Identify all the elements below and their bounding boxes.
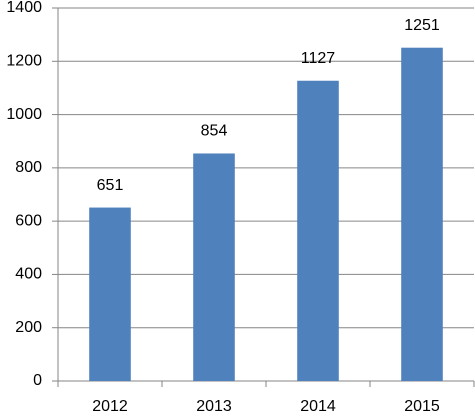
bar — [193, 153, 235, 381]
y-tick-label: 1000 — [6, 106, 42, 123]
y-tick-label: 1400 — [6, 0, 42, 16]
data-label: 651 — [97, 177, 124, 194]
bar — [297, 80, 339, 382]
data-label: 854 — [201, 123, 228, 140]
bar — [89, 207, 131, 381]
data-label: 1251 — [404, 17, 440, 34]
data-label: 1127 — [301, 50, 336, 67]
y-tick-label: 200 — [15, 319, 42, 336]
y-tick-label: 400 — [15, 266, 42, 283]
y-tick-label: 1200 — [6, 53, 42, 70]
x-tick-label: 2012 — [92, 398, 128, 415]
y-tick-label: 0 — [33, 372, 42, 389]
y-tick-label: 600 — [15, 212, 42, 229]
x-tick-label: 2015 — [404, 398, 440, 415]
x-tick-label: 2014 — [300, 398, 336, 415]
bar — [401, 47, 443, 382]
x-tick-label: 2013 — [196, 398, 232, 415]
y-tick-label: 800 — [15, 159, 42, 176]
